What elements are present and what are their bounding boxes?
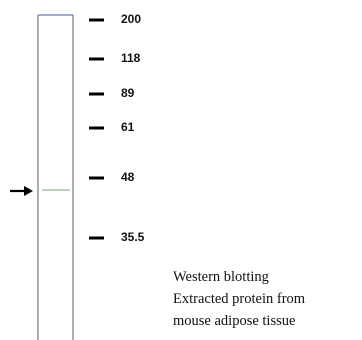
marker-label: 89: [121, 86, 135, 100]
marker-label: 48: [121, 170, 135, 184]
marker-label: 35.5: [121, 230, 145, 244]
caption-line: Western blotting: [173, 269, 269, 285]
page: 200 118 89 61 48 35.5 Western blotting Extrac…: [0, 0, 362, 340]
marker-label: 118: [121, 51, 141, 65]
marker-label: 200: [121, 12, 141, 26]
marker-label: 61: [121, 120, 135, 134]
caption-line: Extracted protein from: [173, 291, 306, 307]
blot-figure: 200 118 89 61 48 35.5 Western blotting Extrac…: [0, 0, 362, 340]
caption-line: mouse adipose tissue: [173, 313, 295, 329]
arrow-head: [24, 186, 33, 196]
marker-ladder: 200 118 89 61 48 35.5: [89, 12, 145, 244]
